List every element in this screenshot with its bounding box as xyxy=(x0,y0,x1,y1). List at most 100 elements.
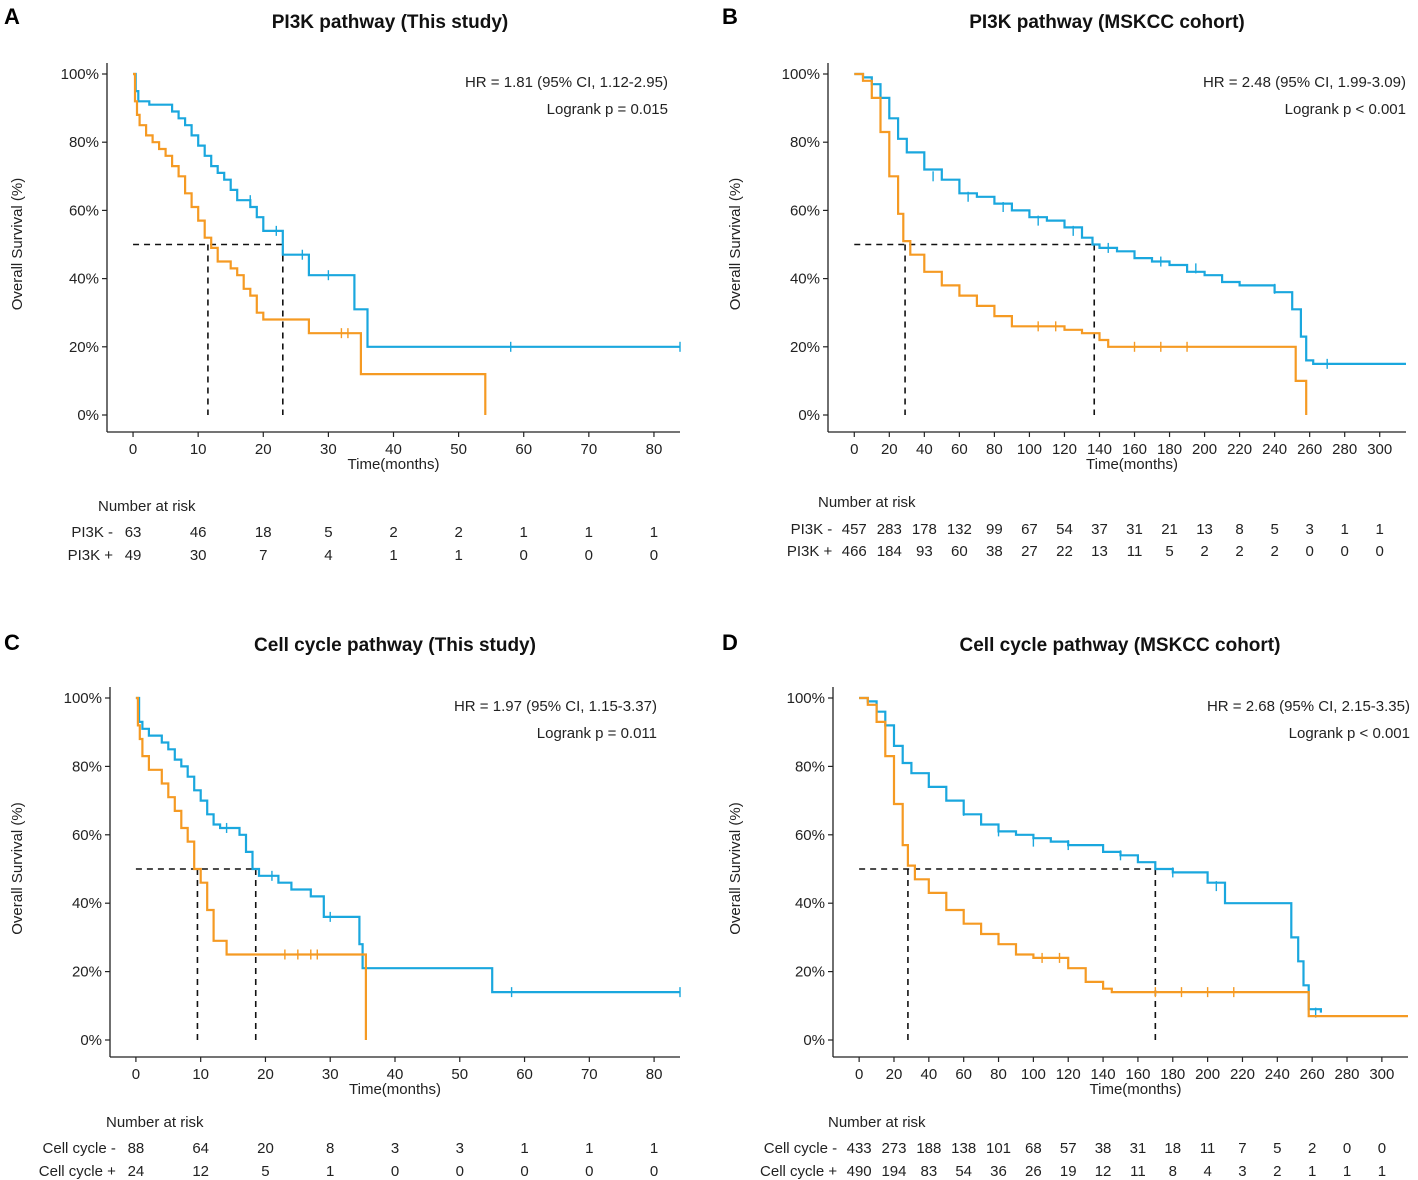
y-tick-label: 60% xyxy=(795,827,825,844)
risk-count: 0 xyxy=(1378,1140,1386,1157)
risk-count: 0 xyxy=(1343,1140,1351,1157)
risk-count: 2 xyxy=(1273,1163,1281,1180)
risk-count: 11 xyxy=(1130,1163,1146,1180)
panel-c: C Cell cycle pathway (This study) 0% 20% 40%… xyxy=(4,630,681,1180)
x-tick-label: 240 xyxy=(1262,441,1287,458)
risk-row-label: PI3K - xyxy=(71,524,113,541)
risk-count: 273 xyxy=(881,1140,906,1157)
x-tick-label: 80 xyxy=(990,1066,1007,1083)
survival-curve-plus xyxy=(133,72,487,415)
risk-count: 24 xyxy=(128,1163,145,1180)
y-tick-label: 0% xyxy=(803,1032,825,1049)
risk-count: 99 xyxy=(986,521,1003,538)
x-tick-label: 180 xyxy=(1160,1066,1185,1083)
risk-row-label: PI3K + xyxy=(787,543,833,560)
risk-count: 0 xyxy=(1305,543,1313,560)
risk-count: 1 xyxy=(326,1163,334,1180)
risk-count: 1 xyxy=(389,547,397,564)
risk-count: 0 xyxy=(520,1163,528,1180)
risk-count: 7 xyxy=(1238,1140,1246,1157)
risk-count: 5 xyxy=(1165,543,1173,560)
risk-count: 21 xyxy=(1161,521,1178,538)
chart-title: PI3K pathway (MSKCC cohort) xyxy=(969,12,1245,33)
p-value-annotation: Logrank p = 0.011 xyxy=(537,725,657,742)
risk-count: 0 xyxy=(1341,543,1349,560)
risk-count: 283 xyxy=(877,521,902,538)
x-tick-label: 60 xyxy=(516,1066,533,1083)
risk-row-label: PI3K + xyxy=(68,547,114,564)
risk-count: 26 xyxy=(1025,1163,1042,1180)
risk-count: 83 xyxy=(920,1163,937,1180)
x-tick-label: 100 xyxy=(1021,1066,1046,1083)
x-tick-label: 140 xyxy=(1087,441,1112,458)
risk-count: 67 xyxy=(1021,521,1038,538)
risk-count: 0 xyxy=(650,1163,658,1180)
y-tick-label: 0% xyxy=(77,407,99,424)
x-tick-label: 70 xyxy=(580,441,597,458)
risk-count: 178 xyxy=(912,521,937,538)
risk-count: 37 xyxy=(1091,521,1108,538)
risk-count: 12 xyxy=(192,1163,209,1180)
x-axis-label: Time(months) xyxy=(348,456,440,473)
risk-count: 8 xyxy=(1169,1163,1177,1180)
risk-count: 1 xyxy=(1378,1163,1386,1180)
survival-curve-minus xyxy=(135,696,680,994)
y-tick-label: 100% xyxy=(61,66,99,83)
panel-label: A xyxy=(4,4,20,29)
survival-curve-minus xyxy=(859,696,1322,1013)
hr-annotation: HR = 2.48 (95% CI, 1.99-3.09) xyxy=(1203,74,1406,91)
risk-count: 1 xyxy=(1341,521,1349,538)
x-tick-label: 220 xyxy=(1227,441,1252,458)
risk-count: 7 xyxy=(259,547,267,564)
x-tick-label: 0 xyxy=(855,1066,863,1083)
risk-row-label: Cell cycle + xyxy=(760,1163,837,1180)
y-tick-label: 60% xyxy=(69,202,99,219)
x-tick-label: 260 xyxy=(1300,1066,1325,1083)
risk-count: 1 xyxy=(650,1140,658,1157)
x-tick-label: 0 xyxy=(129,441,137,458)
risk-count: 2 xyxy=(1270,543,1278,560)
p-value-annotation: Logrank p < 0.001 xyxy=(1285,101,1406,118)
risk-count: 11 xyxy=(1200,1140,1216,1157)
x-tick-label: 160 xyxy=(1125,1066,1150,1083)
y-tick-label: 80% xyxy=(72,758,102,775)
x-tick-label: 120 xyxy=(1056,1066,1081,1083)
risk-count: 457 xyxy=(842,521,867,538)
risk-row-label: Cell cycle + xyxy=(39,1163,116,1180)
risk-count: 60 xyxy=(951,543,968,560)
y-axis-label: Overall Survival (%) xyxy=(727,802,744,935)
x-tick-label: 70 xyxy=(581,1066,598,1083)
risk-count: 1 xyxy=(1343,1163,1351,1180)
y-tick-label: 60% xyxy=(72,827,102,844)
panel-d: D Cell cycle pathway (MSKCC cohort) 0% 20% 4… xyxy=(722,630,1410,1180)
risk-count: 18 xyxy=(1164,1140,1181,1157)
risk-count: 490 xyxy=(847,1163,872,1180)
risk-count: 132 xyxy=(947,521,972,538)
risk-count: 2 xyxy=(1200,543,1208,560)
x-tick-label: 100 xyxy=(1017,441,1042,458)
risk-table-title: Number at risk xyxy=(98,498,196,515)
y-tick-label: 60% xyxy=(790,202,820,219)
x-axis-label: Time(months) xyxy=(1086,456,1178,473)
survival-curve-minus xyxy=(133,72,680,348)
risk-count: 101 xyxy=(986,1140,1011,1157)
y-tick-label: 0% xyxy=(80,1032,102,1049)
risk-count: 5 xyxy=(261,1163,269,1180)
risk-count: 0 xyxy=(650,547,658,564)
x-tick-label: 180 xyxy=(1157,441,1182,458)
chart-title: PI3K pathway (This study) xyxy=(272,12,508,33)
risk-row-label: Cell cycle - xyxy=(764,1140,837,1157)
x-tick-label: 10 xyxy=(192,1066,209,1083)
risk-count: 2 xyxy=(389,524,397,541)
x-tick-label: 120 xyxy=(1052,441,1077,458)
risk-count: 1 xyxy=(585,1140,593,1157)
x-tick-label: 80 xyxy=(986,441,1003,458)
risk-count: 0 xyxy=(585,1163,593,1180)
y-tick-label: 40% xyxy=(795,895,825,912)
risk-table-title: Number at risk xyxy=(106,1114,204,1131)
x-tick-label: 20 xyxy=(886,1066,903,1083)
risk-count: 1 xyxy=(585,524,593,541)
x-tick-label: 80 xyxy=(646,441,663,458)
risk-count: 5 xyxy=(1273,1140,1281,1157)
y-tick-label: 40% xyxy=(72,895,102,912)
